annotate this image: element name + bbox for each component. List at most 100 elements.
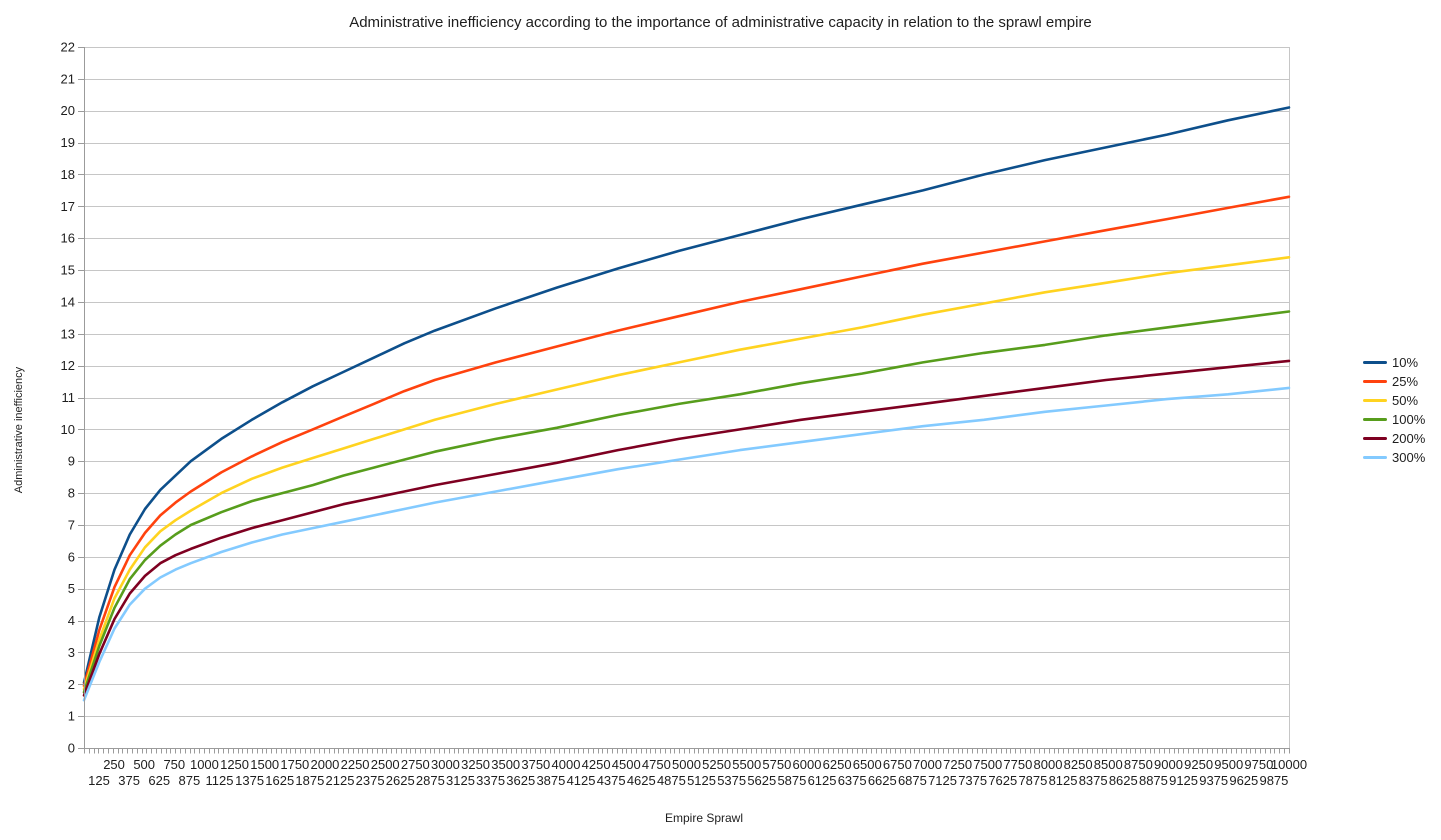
x-tick-label-row1: 1000 <box>190 757 219 772</box>
legend-label: 300% <box>1392 450 1426 465</box>
x-tick-label-row2: 5625 <box>747 773 776 788</box>
x-tick-label-row1: 2250 <box>341 757 370 772</box>
x-tick-label-row1: 1750 <box>280 757 309 772</box>
series-line-10% <box>82 106 1291 684</box>
x-tick-label-row2: 9375 <box>1199 773 1228 788</box>
x-tick-label-row2: 8375 <box>1079 773 1108 788</box>
x-tick-label-row2: 3375 <box>476 773 505 788</box>
legend-label: 200% <box>1392 431 1426 446</box>
x-tick-label-row2: 8125 <box>1049 773 1078 788</box>
x-tick-label-row2: 7375 <box>958 773 987 788</box>
x-tick-label-row2: 3625 <box>506 773 535 788</box>
x-tick-label-row2: 7875 <box>1018 773 1047 788</box>
x-tick-label-row1: 6250 <box>823 757 852 772</box>
x-tick-label-row2: 8625 <box>1109 773 1138 788</box>
x-tick-label-row2: 2625 <box>386 773 415 788</box>
y-tick-label: 20 <box>61 103 75 118</box>
legend-item-50%: 50% <box>1363 391 1425 410</box>
legend-item-200%: 200% <box>1363 429 1425 448</box>
x-tick-label-row1: 3750 <box>521 757 550 772</box>
x-tick-label-row2: 6375 <box>838 773 867 788</box>
y-tick-label: 14 <box>61 294 75 309</box>
x-tick-label-row1: 7750 <box>1003 757 1032 772</box>
series-line-300% <box>82 386 1291 702</box>
x-tick-label-row2: 2375 <box>356 773 385 788</box>
legend-label: 50% <box>1392 393 1419 408</box>
x-tick-label-row2: 1375 <box>235 773 264 788</box>
x-tick-label-row1: 5500 <box>732 757 761 772</box>
x-tick-label-row2: 1125 <box>206 773 234 788</box>
x-tick-label-row2: 4375 <box>597 773 626 788</box>
x-tick-label-row1: 1500 <box>250 757 279 772</box>
legend: 10% 25% 50% 100% 200% 300% <box>1363 353 1425 467</box>
x-axis-title: Empire Sprawl <box>664 811 744 825</box>
x-tick-label-row1: 9500 <box>1214 757 1243 772</box>
x-tick-label-row2: 6625 <box>868 773 897 788</box>
x-tick-label-row2: 3125 <box>446 773 475 788</box>
series-line-25% <box>82 195 1291 688</box>
x-tick-label-row2: 1875 <box>295 773 324 788</box>
x-tick-label-row1: 4250 <box>582 757 611 772</box>
x-tick-label-row1: 8500 <box>1094 757 1123 772</box>
legend-label: 100% <box>1392 412 1426 427</box>
y-tick-label: 1 <box>68 709 75 724</box>
y-tick-label: 17 <box>61 199 75 214</box>
x-tick-label-row1: 2000 <box>310 757 339 772</box>
y-tick-label: 16 <box>61 231 75 246</box>
x-tick-label-row1: 2500 <box>371 757 400 772</box>
x-tick-label-row2: 5875 <box>777 773 806 788</box>
x-tick-label-row1: 8250 <box>1064 757 1093 772</box>
x-tick-label-row1: 8750 <box>1124 757 1153 772</box>
x-tick-label-row2: 8875 <box>1139 773 1168 788</box>
legend-label: 25% <box>1392 374 1419 389</box>
x-tick-label-row2: 4125 <box>567 773 596 788</box>
y-tick-label: 18 <box>61 167 75 182</box>
x-tick-label-row1: 9000 <box>1154 757 1183 772</box>
y-tick-label: 21 <box>61 71 75 86</box>
x-tick-label-row1: 4000 <box>552 757 581 772</box>
y-axis-title: Administrative inefficiency <box>13 366 25 494</box>
legend-swatch-25% <box>1363 380 1387 383</box>
y-tick-label: 13 <box>61 326 75 341</box>
x-tick-label-row1: 10000 <box>1271 757 1307 772</box>
x-tick-label-row2: 5375 <box>717 773 746 788</box>
x-tick-label-row1: 3000 <box>431 757 460 772</box>
x-tick-label-row2: 7625 <box>988 773 1017 788</box>
legend-swatch-300% <box>1363 456 1387 459</box>
x-tick-label-row1: 6000 <box>793 757 822 772</box>
series-line-200% <box>82 359 1291 697</box>
x-tick-label-row2: 4625 <box>627 773 656 788</box>
x-tick-label-row1: 7500 <box>973 757 1002 772</box>
x-tick-label-row2: 1625 <box>265 773 294 788</box>
y-tick-label: 22 <box>61 40 75 55</box>
y-tick-label: 7 <box>68 517 75 532</box>
x-tick-label-row2: 625 <box>148 773 170 788</box>
legend-swatch-100% <box>1363 418 1387 421</box>
x-tick-label-row1: 4500 <box>612 757 641 772</box>
x-tick-label-row1: 3250 <box>461 757 490 772</box>
y-tick-label: 15 <box>61 263 75 278</box>
legend-swatch-10% <box>1363 361 1387 364</box>
x-tick-label-row2: 5125 <box>687 773 716 788</box>
y-tick-label: 4 <box>68 613 75 628</box>
x-tick-label-row1: 7250 <box>943 757 972 772</box>
y-tick-label: 0 <box>68 741 75 756</box>
y-tick-label: 10 <box>61 422 75 437</box>
y-tick-label: 3 <box>68 645 75 660</box>
x-tick-label-row1: 5250 <box>702 757 731 772</box>
x-tick-label-row1: 5750 <box>762 757 791 772</box>
legend-swatch-50% <box>1363 399 1387 402</box>
y-tick-label: 19 <box>61 135 75 150</box>
x-tick-label-row2: 375 <box>118 773 140 788</box>
x-tick-label-row1: 4750 <box>642 757 671 772</box>
x-tick-label-row2: 2875 <box>416 773 445 788</box>
y-tick-label: 5 <box>68 581 75 596</box>
x-tick-label-row1: 5000 <box>672 757 701 772</box>
y-tick-label: 11 <box>62 390 76 405</box>
x-tick-label-row2: 3875 <box>536 773 565 788</box>
legend-item-25%: 25% <box>1363 372 1425 391</box>
y-tick-label: 6 <box>68 549 75 564</box>
x-tick-label-row1: 6500 <box>853 757 882 772</box>
